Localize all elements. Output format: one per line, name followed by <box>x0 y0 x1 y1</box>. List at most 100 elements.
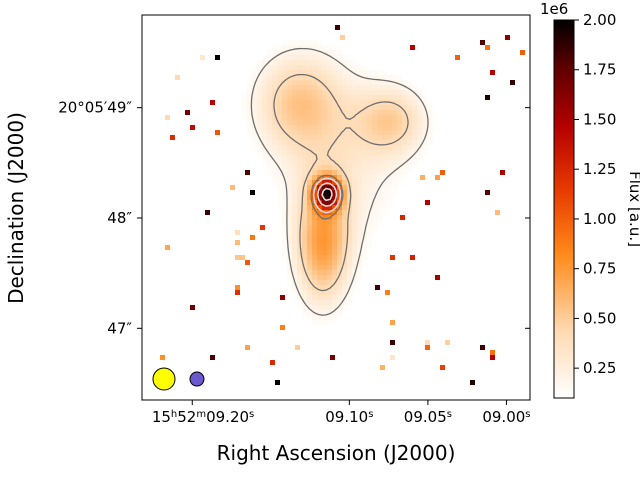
heat-pixel <box>282 90 288 96</box>
heat-pixel <box>267 110 273 116</box>
heat-pixel <box>352 75 358 81</box>
heat-pixel <box>297 190 303 196</box>
heat-pixel <box>382 165 388 171</box>
heat-pixel <box>342 225 348 231</box>
heat-pixel <box>392 185 398 191</box>
heat-pixel <box>342 135 348 141</box>
heat-pixel <box>392 170 398 176</box>
heat-pixel <box>282 240 288 246</box>
heat-pixel <box>362 70 368 76</box>
heat-pixel <box>287 195 293 201</box>
heat-pixel <box>282 215 288 221</box>
heat-pixel <box>242 105 248 111</box>
heat-pixel <box>277 90 283 96</box>
heat-pixel <box>322 145 328 151</box>
heat-pixel <box>362 90 368 96</box>
heat-pixel <box>347 250 353 256</box>
heat-pixel <box>302 100 308 106</box>
heat-pixel <box>267 85 273 91</box>
heat-pixel <box>302 240 308 246</box>
heat-pixel <box>422 140 428 146</box>
noise-pixel <box>440 365 445 370</box>
heat-pixel <box>342 205 348 211</box>
heat-pixel <box>337 100 343 106</box>
heat-pixel <box>337 230 343 236</box>
heat-pixel <box>347 85 353 91</box>
heat-pixel <box>357 85 363 91</box>
heat-pixel <box>257 145 263 151</box>
heat-pixel <box>287 210 293 216</box>
heat-pixel <box>282 205 288 211</box>
heat-pixel <box>347 80 353 86</box>
heat-pixel <box>322 300 328 306</box>
heat-pixel <box>252 115 258 121</box>
heat-pixel <box>392 175 398 181</box>
heat-pixel <box>277 65 283 71</box>
heat-pixel <box>327 185 333 191</box>
noise-pixel <box>235 230 240 235</box>
heat-pixel <box>292 70 298 76</box>
heat-pixel <box>262 105 268 111</box>
heat-pixel <box>302 295 308 301</box>
heat-pixel <box>282 50 288 56</box>
heat-pixel <box>312 40 318 46</box>
noise-pixel <box>390 320 395 325</box>
heat-pixel <box>417 100 423 106</box>
heat-pixel <box>417 115 423 121</box>
heat-pixel <box>307 275 313 281</box>
heat-pixel <box>302 90 308 96</box>
heat-pixel <box>357 70 363 76</box>
heat-pixel <box>317 320 323 326</box>
heat-pixel <box>302 310 308 316</box>
heat-pixel <box>257 95 263 101</box>
heat-pixel <box>367 190 373 196</box>
heat-pixel <box>337 305 343 311</box>
heat-pixel <box>387 120 393 126</box>
heat-pixel <box>392 115 398 121</box>
heat-pixel <box>327 110 333 116</box>
heat-pixel <box>347 300 353 306</box>
heat-pixel <box>347 90 353 96</box>
heat-pixel <box>317 50 323 56</box>
colorbar-tick-label: 1.25 <box>583 160 616 178</box>
heat-pixel <box>352 165 358 171</box>
heat-pixel <box>342 250 348 256</box>
heat-pixel <box>247 100 253 106</box>
heat-pixel <box>297 140 303 146</box>
heat-pixel <box>292 60 298 66</box>
heat-pixel <box>277 60 283 66</box>
heat-pixel <box>407 135 413 141</box>
heat-pixel <box>272 100 278 106</box>
noise-pixel <box>190 125 195 130</box>
heat-pixel <box>347 295 353 301</box>
heat-pixel <box>357 200 363 206</box>
heat-pixel <box>367 95 373 101</box>
heat-pixel <box>307 225 313 231</box>
heat-pixel <box>297 65 303 71</box>
heat-pixel <box>337 120 343 126</box>
heat-pixel <box>322 110 328 116</box>
heat-pixel <box>407 100 413 106</box>
heat-pixel <box>362 95 368 101</box>
heat-pixel <box>327 225 333 231</box>
heat-pixel <box>282 100 288 106</box>
heat-pixel <box>312 65 318 71</box>
heat-pixel <box>322 190 328 196</box>
heat-pixel <box>297 290 303 296</box>
heat-pixel <box>397 120 403 126</box>
heat-pixel <box>362 150 368 156</box>
heat-pixel <box>312 150 318 156</box>
heat-pixel <box>322 240 328 246</box>
heat-pixel <box>287 150 293 156</box>
noise-pixel <box>235 255 240 260</box>
heat-pixel <box>387 165 393 171</box>
heat-pixel <box>307 240 313 246</box>
heat-pixel <box>292 195 298 201</box>
heat-pixel <box>352 160 358 166</box>
heat-pixel <box>337 235 343 241</box>
heat-pixel <box>317 180 323 186</box>
heat-pixel <box>322 235 328 241</box>
heat-pixel <box>352 215 358 221</box>
heat-pixel <box>402 145 408 151</box>
heat-pixel <box>292 40 298 46</box>
